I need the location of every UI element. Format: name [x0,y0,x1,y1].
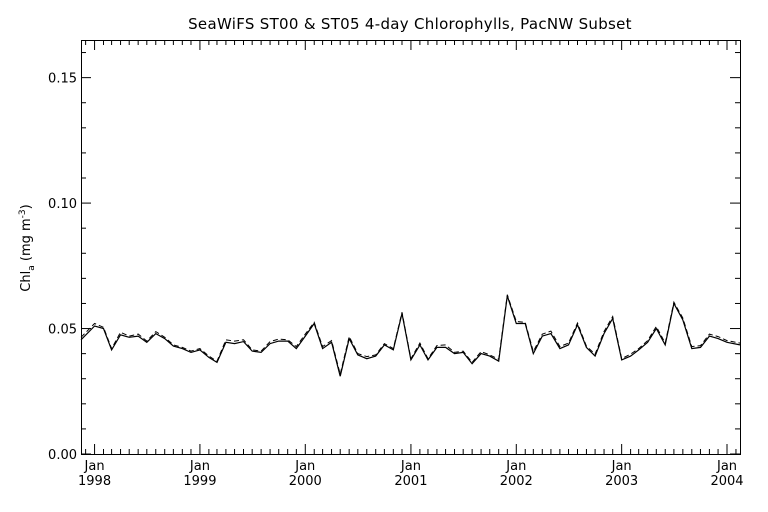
y-tick-label: 0.00 [48,448,77,463]
y-tick-label: 0.10 [48,197,77,212]
y-axis-label-close: ) [19,204,34,209]
x-tick-year: 2001 [394,474,427,489]
x-tick-month: Jan [189,459,210,474]
y-axis-label-sub: a [27,265,37,271]
x-axis-ticks: Jan1998Jan1999Jan2000Jan2001Jan2002Jan20… [78,40,744,489]
series-layer [80,294,741,377]
y-axis-ticks: 0.00 0.05 0.10 0.15 [48,52,740,463]
y-axis-label-sup: -3 [18,209,28,218]
y-axis-label-units: (mg m [19,218,34,265]
x-tick-year: 2003 [605,474,638,489]
x-tick-year: 2004 [710,474,743,489]
chart-title: SeaWiFS ST00 & ST05 4-day Chlorophylls, … [188,15,632,33]
y-tick-label: 0.15 [48,72,77,87]
series-line-dashed [80,294,741,375]
series-line-solid [80,295,741,377]
x-tick-month: Jan [400,459,421,474]
y-axis-label-main: Chl [19,271,34,292]
x-tick-month: Jan [294,459,315,474]
x-tick-month: Jan [716,459,737,474]
x-tick-year: 1998 [78,474,111,489]
x-tick-year: 2002 [500,474,533,489]
x-tick-year: 1999 [183,474,216,489]
plot-frame [81,40,741,455]
x-tick-month: Jan [505,459,526,474]
y-axis-label: Chla (mg m-3) [18,204,37,291]
y-tick-label: 0.05 [48,323,77,338]
x-tick-month: Jan [611,459,632,474]
x-tick-month: Jan [84,459,105,474]
x-tick-year: 2000 [289,474,322,489]
